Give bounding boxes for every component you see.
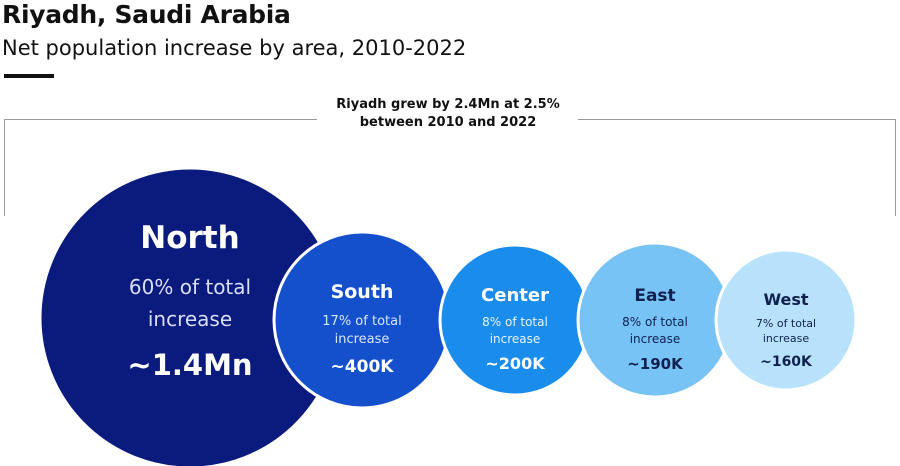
- bubble-share-suffix-east: increase: [630, 332, 681, 346]
- bubble-value-east: ~190K: [627, 355, 684, 373]
- bubble-south: South 17% of total increase ~400K: [272, 230, 452, 410]
- bracket-right: [578, 119, 896, 216]
- bracket-left: [4, 119, 317, 216]
- bubble-share-north: 60% of total: [129, 275, 251, 299]
- bubble-share-south: 17% of total: [322, 314, 401, 329]
- bubble-share-suffix-north: increase: [148, 307, 232, 331]
- bubble-value-north: ~1.4Mn: [127, 348, 252, 382]
- bubble-share-suffix-south: increase: [335, 332, 390, 347]
- bubble-label-west: West: [763, 290, 808, 309]
- bubble-north: North 60% of total increase ~1.4Mn: [38, 166, 342, 466]
- bubble-value-south: ~400K: [331, 357, 395, 377]
- title-underline: [4, 74, 54, 78]
- bubble-label-south: South: [331, 281, 394, 303]
- bubble-share-east: 8% of total: [622, 315, 688, 329]
- bubble-label-east: East: [634, 286, 675, 306]
- bubble-label-center: Center: [481, 285, 549, 306]
- total-growth-annotation: Riyadh grew by 2.4Mn at 2.5% between 201…: [336, 97, 560, 130]
- bubble-label-north: North: [140, 220, 239, 256]
- chart-title: Riyadh, Saudi Arabia: [2, 0, 291, 29]
- bubble-value-center: ~200K: [485, 354, 545, 373]
- bubble-share-suffix-west: increase: [763, 332, 810, 345]
- bubble-center: Center 8% of total increase ~200K: [438, 243, 592, 397]
- bubble-east: East 8% of total increase ~190K: [576, 241, 734, 399]
- bubble-share-center: 8% of total: [482, 315, 548, 329]
- chart-subtitle: Net population increase by area, 2010-20…: [2, 36, 467, 60]
- bubble-circle-west: [714, 248, 858, 392]
- bubble-value-west: ~160K: [760, 354, 813, 370]
- bubble-share-suffix-center: increase: [490, 332, 541, 346]
- bubble-share-west: 7% of total: [756, 317, 816, 330]
- bubble-west: West 7% of total increase ~160K: [714, 248, 858, 392]
